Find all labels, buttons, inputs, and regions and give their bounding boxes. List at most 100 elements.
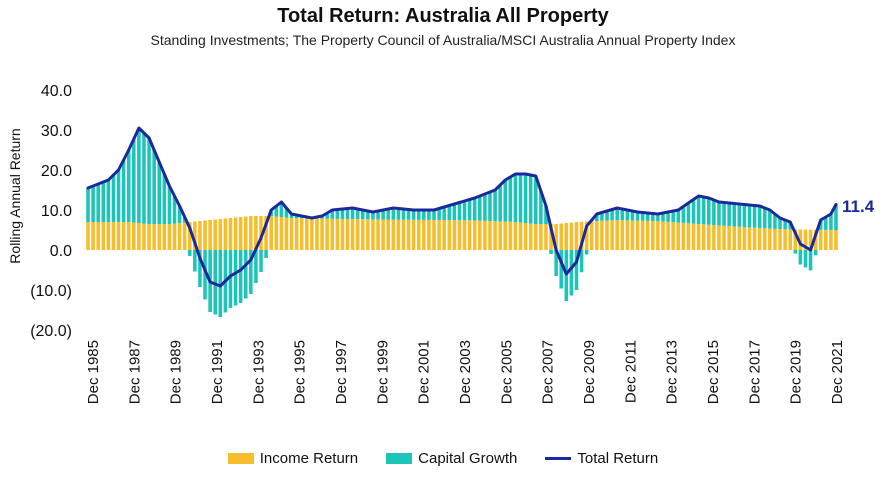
income-bar — [259, 216, 263, 250]
capital-bar — [284, 208, 289, 218]
income-bar — [340, 218, 345, 250]
income-bar — [126, 222, 131, 250]
income-bar — [829, 229, 833, 250]
legend: Income Return Capital Growth Total Retur… — [0, 450, 886, 467]
capital-bar — [752, 205, 757, 228]
legend-item-capital: Capital Growth — [386, 450, 517, 467]
income-bar — [320, 218, 324, 250]
capital-bar — [722, 202, 726, 226]
income-bar — [640, 220, 645, 250]
capital-bar — [488, 192, 492, 221]
income-bar — [96, 222, 100, 250]
income-bar — [218, 219, 223, 250]
income-bar — [798, 229, 803, 250]
x-tick-label: Dec 1987 — [126, 340, 143, 404]
capital-bar — [651, 213, 655, 222]
legend-swatch-income — [227, 453, 254, 464]
capital-bar — [218, 250, 223, 317]
income-bar — [712, 225, 716, 250]
income-bar — [432, 220, 436, 250]
income-bar — [411, 219, 416, 250]
capital-bar — [137, 128, 141, 223]
income-bar — [193, 221, 197, 250]
capital-bar — [132, 139, 136, 223]
income-bar — [376, 219, 380, 250]
income-bar — [569, 222, 574, 250]
capital-bar — [605, 211, 609, 221]
capital-bar — [707, 198, 711, 225]
y-tick-label: 40.0 — [41, 83, 72, 100]
capital-bar — [503, 180, 508, 222]
income-bar — [233, 217, 238, 250]
capital-bar — [462, 201, 467, 221]
income-bar — [335, 218, 340, 250]
capital-bar — [371, 212, 375, 220]
income-bar — [727, 226, 731, 250]
capital-bar — [340, 209, 345, 219]
income-bar — [111, 222, 116, 250]
capital-bar — [162, 174, 167, 224]
capital-bar — [493, 190, 497, 222]
capital-bar — [712, 200, 716, 226]
income-bar — [737, 226, 742, 250]
income-bar — [579, 221, 584, 250]
income-bar — [701, 224, 706, 250]
income-bar — [762, 228, 767, 250]
income-bar — [299, 218, 304, 250]
income-bar — [228, 218, 233, 250]
capital-bar — [818, 220, 823, 230]
capital-bar — [147, 138, 151, 224]
capital-bar — [350, 208, 355, 220]
capital-bar — [126, 150, 131, 222]
income-bar — [544, 224, 548, 250]
x-tick-label: Dec 2021 — [829, 340, 846, 404]
income-bar — [350, 219, 355, 250]
capital-bar — [452, 204, 457, 221]
capital-bar — [249, 250, 253, 294]
capital-bar — [427, 210, 431, 220]
x-tick-label: Dec 1991 — [209, 340, 226, 404]
capital-bar — [483, 194, 487, 221]
capital-bar — [111, 175, 116, 222]
capital-bar — [630, 211, 635, 221]
income-bar — [717, 225, 721, 250]
x-tick-label: Dec 1995 — [292, 340, 309, 404]
capital-bar — [793, 250, 798, 254]
capital-bar — [187, 250, 192, 256]
capital-bar — [203, 250, 207, 300]
income-bar — [584, 221, 589, 250]
capital-bar — [437, 208, 441, 221]
income-bar — [284, 217, 289, 250]
income-bar — [534, 224, 538, 250]
income-bar — [722, 225, 726, 250]
x-tick-label: Dec 1999 — [374, 340, 391, 404]
legend-label-income: Income Return — [259, 450, 359, 467]
capital-bar — [177, 206, 182, 223]
capital-bar — [193, 250, 197, 272]
capital-bar — [416, 210, 421, 220]
capital-bar — [574, 250, 579, 290]
income-bar — [274, 216, 279, 250]
income-bar — [620, 220, 625, 250]
income-bar — [355, 219, 360, 250]
income-bar — [472, 220, 477, 250]
capital-bar — [783, 220, 787, 230]
income-bar — [518, 222, 523, 250]
capital-bar — [696, 196, 701, 224]
income-bar — [559, 223, 564, 250]
capital-bar — [279, 202, 284, 217]
capital-bar — [243, 250, 248, 299]
income-bar — [757, 228, 762, 250]
capital-bar — [96, 184, 100, 222]
income-bar — [635, 220, 640, 250]
income-bar — [630, 220, 635, 250]
capital-bar — [345, 208, 350, 219]
income-bar — [213, 219, 217, 250]
end-value-label: 11.4 — [842, 197, 875, 216]
capital-bar — [442, 207, 446, 221]
income-bar — [371, 219, 375, 250]
capital-bar — [294, 215, 299, 219]
capital-bar — [406, 209, 411, 220]
capital-bar — [121, 160, 126, 222]
income-bar — [834, 230, 838, 250]
